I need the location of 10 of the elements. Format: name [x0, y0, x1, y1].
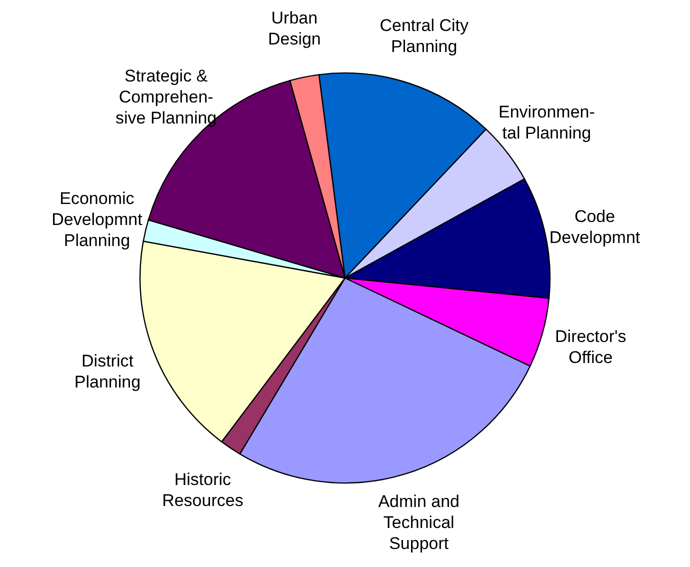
- slice-label: Strategic & Comprehen- sive Planning: [116, 66, 217, 128]
- slice-label: Economic Developmnt Planning: [52, 188, 143, 250]
- slice-label: Central City Planning: [380, 16, 470, 56]
- slice-label: Environmen- tal Planning: [498, 102, 595, 142]
- slice-label: Director's Office: [555, 326, 626, 367]
- slice-label: Historic Resources: [162, 470, 244, 510]
- slice-label: Code Developmnt: [549, 207, 640, 248]
- slice-label: Admin and Technical Support: [378, 492, 460, 554]
- slice-label: Urban Design: [268, 8, 321, 49]
- slice-label: District Planning: [74, 351, 141, 392]
